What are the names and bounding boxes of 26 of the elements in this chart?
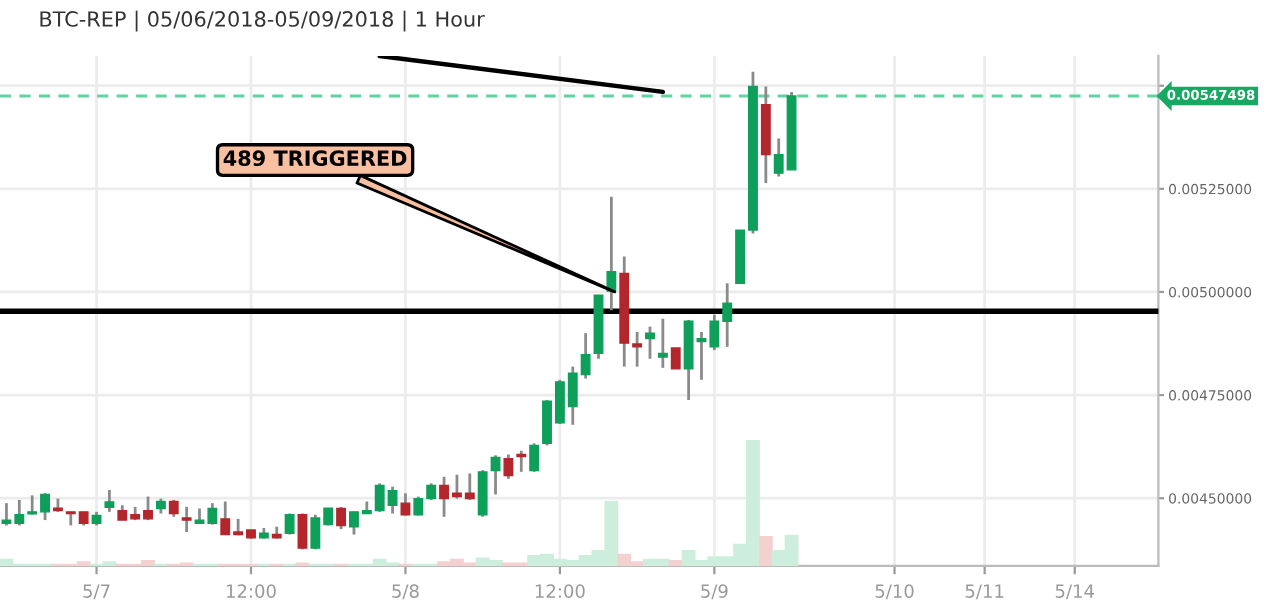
chart-title: BTC-REP | 05/06/2018-05/09/2018 | 1 Hour xyxy=(40,10,485,32)
candlestick xyxy=(606,195,617,312)
x-tick-label: 5/9 xyxy=(701,584,728,600)
candlestick xyxy=(477,468,488,519)
candlestick xyxy=(529,441,540,474)
x-tick-label: 5/7 xyxy=(83,584,110,600)
candlestick xyxy=(400,491,411,517)
x-tick-label: 5/8 xyxy=(392,584,419,600)
candlestick xyxy=(670,347,681,370)
candlestick xyxy=(503,453,514,481)
candlestick xyxy=(657,317,668,370)
x-tick-label: 12:00 xyxy=(535,584,585,598)
x-tick-label: 5/10 xyxy=(875,584,914,600)
candlestick xyxy=(284,512,295,536)
x-tick-label: 5/11 xyxy=(965,584,1004,600)
annotation: 489 TRIGGERED xyxy=(223,150,407,167)
candlestick xyxy=(297,512,308,551)
candlestick xyxy=(104,488,115,514)
candlestick xyxy=(645,325,655,361)
bar xyxy=(668,560,683,566)
x-tick-label: 5/14 xyxy=(1055,584,1094,600)
x-tick-label: 12:00 xyxy=(226,584,276,598)
bar xyxy=(758,536,773,566)
candlestick xyxy=(336,505,347,531)
candlestick xyxy=(181,505,192,534)
candlestick xyxy=(516,449,527,474)
